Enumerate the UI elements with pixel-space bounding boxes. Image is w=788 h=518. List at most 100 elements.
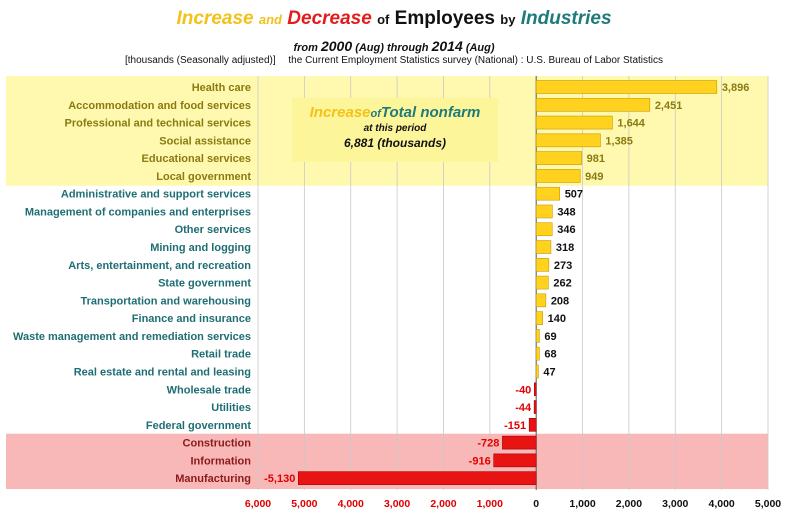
x-tick-label: 2,000 [616, 498, 642, 510]
x-tick-label: 3,000 [662, 498, 688, 510]
value-label: 346 [557, 224, 575, 236]
title-by: by [500, 12, 516, 27]
chart-subtitle: from 2000 (Aug) through 2014 (Aug) [0, 38, 788, 54]
category-label: Wholesale trade [167, 384, 251, 396]
x-tick-label: 5,000 [755, 498, 781, 510]
category-label: Arts, entertainment, and recreation [68, 260, 251, 272]
value-label: -5,130 [264, 473, 295, 485]
subtitle-year-end: 2014 [431, 38, 463, 54]
value-label: 47 [543, 366, 555, 378]
subtitle-year-start: 2000 [320, 38, 353, 54]
bar [535, 293, 547, 308]
bar [535, 364, 539, 379]
bars [298, 80, 718, 485]
bar [535, 204, 553, 219]
subtitle-from: from [293, 42, 318, 54]
value-label: 2,451 [655, 100, 683, 112]
category-label: Mining and logging [150, 242, 251, 254]
category-label: Administrative and support services [61, 189, 251, 201]
category-label: Health care [192, 82, 251, 94]
category-label: Federal government [146, 420, 251, 432]
bar [535, 115, 613, 130]
value-label: 507 [565, 189, 583, 201]
x-tick-label: 0 [533, 498, 539, 510]
category-label: Social assistance [159, 135, 251, 147]
callout-increase: Increase [309, 104, 371, 121]
bar [502, 435, 537, 450]
bar [535, 275, 549, 290]
value-label: 273 [554, 260, 572, 272]
source-note: the Current Employment Statistics survey… [288, 55, 664, 66]
callout-value: 6,881 (thousands) [343, 136, 447, 150]
bar [535, 80, 718, 94]
bar [535, 346, 540, 361]
value-label: -916 [469, 455, 491, 467]
bar [535, 311, 543, 325]
x-tick-label: 4,000 [708, 498, 734, 510]
category-labels: Health care Accommodation and food servic… [13, 82, 251, 485]
category-label: Information [191, 455, 252, 467]
value-label: -151 [504, 420, 526, 432]
category-label: Construction [183, 438, 252, 450]
x-tick-label: 3,000 [384, 498, 410, 510]
x-tick-label: 4,000 [338, 498, 364, 510]
category-label: Retail trade [191, 349, 251, 361]
bar [528, 418, 537, 432]
callout-period: at this period [363, 123, 427, 134]
title-employees: Employees [394, 8, 495, 29]
value-label: 69 [544, 331, 556, 343]
bar [533, 400, 537, 414]
x-axis-ticks: 6,000 5,000 4,000 3,000 2,000 1,000 0 1,000 2,00… [245, 498, 781, 510]
category-label: Manufacturing [175, 473, 251, 485]
category-label: Other services [175, 224, 251, 236]
chart-title: Increase and Decrease of Employees by In… [0, 8, 788, 30]
subtitle-aug-end: (Aug) [465, 42, 495, 54]
bar [535, 97, 651, 112]
bar [493, 453, 537, 468]
title-of: of [377, 12, 390, 27]
value-label: 3,896 [722, 82, 750, 94]
value-label: 262 [553, 278, 571, 290]
subtitle-through: through [386, 42, 429, 54]
value-label: 68 [544, 349, 556, 361]
value-label: -40 [515, 384, 531, 396]
value-label: 1,385 [605, 135, 633, 147]
value-label: 949 [585, 171, 603, 183]
category-label: Transportation and warehousing [80, 295, 251, 307]
category-label: Management of companies and enterprises [25, 206, 251, 218]
bar [535, 186, 560, 201]
category-label: Accommodation and food services [68, 100, 251, 112]
highlight-bands [6, 76, 768, 490]
x-tick-label: 1,000 [477, 498, 503, 510]
category-label: State government [158, 278, 251, 290]
bar [535, 257, 550, 272]
value-label: 140 [548, 313, 566, 325]
bar [535, 151, 582, 165]
bar [534, 382, 537, 397]
title-increase: Increase [176, 8, 254, 29]
x-tick-label: 1,000 [569, 498, 595, 510]
bar [535, 222, 553, 237]
value-label: 348 [557, 206, 575, 218]
category-label: Real estate and rental and leasing [74, 366, 251, 378]
x-tick-label: 5,000 [291, 498, 317, 510]
title-decrease: Decrease [287, 8, 372, 29]
category-label: Utilities [211, 402, 251, 414]
total-nonfarm-callout: IncreaseofTotal nonfarm at this period 6… [292, 98, 498, 162]
category-label: Finance and insurance [132, 313, 251, 325]
bar [535, 133, 601, 148]
value-label: 318 [556, 242, 574, 254]
title-industries: Industries [520, 8, 612, 29]
bar [535, 169, 581, 183]
x-tick-label: 6,000 [245, 498, 271, 510]
value-label: -44 [515, 402, 532, 414]
source-line: [thousands (Seasonally adjusted)] the Cu… [0, 55, 788, 66]
bar [535, 329, 540, 343]
value-label: 981 [587, 153, 605, 165]
x-tick-label: 2,000 [430, 498, 456, 510]
value-label: -728 [477, 438, 499, 450]
subtitle-aug-start: (Aug) [355, 42, 384, 54]
category-label: Waste management and remediation service… [13, 331, 251, 343]
